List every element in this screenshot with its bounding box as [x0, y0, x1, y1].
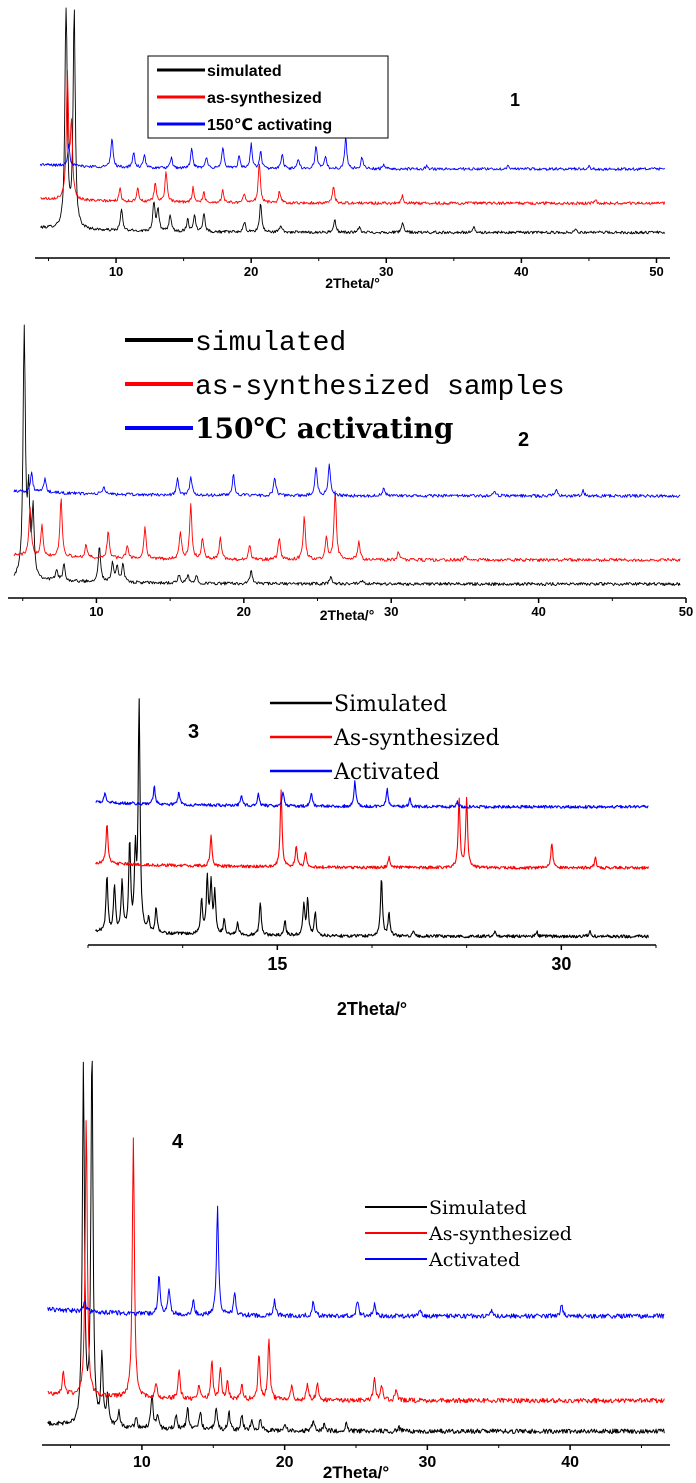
- x-tick-label-1-10: 10: [109, 264, 123, 279]
- legend-label-4-1: Simulated: [429, 1197, 527, 1219]
- series-line-4-3: [47, 1205, 665, 1319]
- legend-label-1-3: 150℃ activating: [207, 117, 332, 134]
- series-line-1-3: [39, 136, 665, 171]
- panel-label-4: 4: [172, 1131, 184, 1153]
- series-line-3-2: [95, 789, 649, 870]
- x-tick-label-1-30: 30: [379, 264, 393, 279]
- series-line-4-2: [47, 1120, 665, 1404]
- legend-label-3-3: Activated: [333, 760, 440, 785]
- series-line-3-1: [95, 698, 649, 939]
- x-tick-label-4-10: 10: [133, 1454, 151, 1471]
- legend-label-3-2: As-synthesized: [333, 726, 500, 751]
- legend-label-2-1: simulated: [195, 328, 346, 359]
- chart-panel-2: 10 20 30 40 50 2Theta/° simulated as-synthesize…: [8, 324, 693, 623]
- legend-label-2-3: 150℃ activating: [195, 412, 453, 445]
- panel-label-2: 2: [518, 429, 529, 451]
- series-line-2-1: [13, 324, 681, 587]
- series-line-3-3: [95, 780, 649, 809]
- x-tick-label-4-30: 30: [418, 1454, 436, 1471]
- x-tick-label-1-50: 50: [649, 264, 663, 279]
- legend-label-4-3: Activated: [428, 1249, 520, 1271]
- panel-label-3: 3: [188, 721, 199, 743]
- x-axis-label-3: 2Theta/°: [337, 999, 407, 1019]
- panel-label-1: 1: [510, 90, 520, 110]
- x-tick-label-3-15: 15: [267, 954, 287, 974]
- x-tick-label-2-30: 30: [384, 604, 398, 619]
- x-axis-label-4: 2Theta/°: [323, 1463, 390, 1482]
- series-line-1-1: [40, 7, 666, 235]
- x-tick-label-4-20: 20: [276, 1454, 294, 1471]
- legend-label-1-2: as-synthesized: [207, 90, 322, 107]
- chart-panel-4: 10 20 30 40 2Theta/° Simulated As-synthesized A…: [42, 1060, 670, 1482]
- series-line-4-1: [47, 1060, 665, 1435]
- x-tick-label-2-50: 50: [679, 604, 693, 619]
- legend-label-1-1: simulated: [207, 63, 282, 80]
- x-tick-label-2-40: 40: [531, 604, 545, 619]
- chart-panel-3: 15 30 2Theta/° Simulated As-synthesized Activ…: [87, 692, 657, 1019]
- legend-label-3-1: Simulated: [334, 692, 447, 717]
- legend-label-4-2: As-synthesized: [428, 1223, 572, 1245]
- x-axis-label-1: 2Theta/°: [325, 275, 380, 291]
- x-tick-label-1-20: 20: [244, 264, 258, 279]
- x-tick-label-1-40: 40: [514, 264, 528, 279]
- series-line-2-3: [13, 463, 681, 498]
- chart-panel-1: 10 20 30 40 50 2Theta/° simulated as-synthesize…: [35, 7, 670, 291]
- legend-label-2-2: as-synthesized samples: [195, 372, 565, 403]
- x-tick-label-2-20: 20: [237, 604, 251, 619]
- series-line-1-2: [40, 69, 666, 206]
- x-axis-label-2: 2Theta/°: [320, 607, 375, 623]
- x-tick-label-4-40: 40: [561, 1454, 579, 1471]
- x-tick-label-2-10: 10: [89, 604, 103, 619]
- x-tick-label-3-30: 30: [551, 954, 571, 974]
- series-line-2-2: [13, 490, 681, 562]
